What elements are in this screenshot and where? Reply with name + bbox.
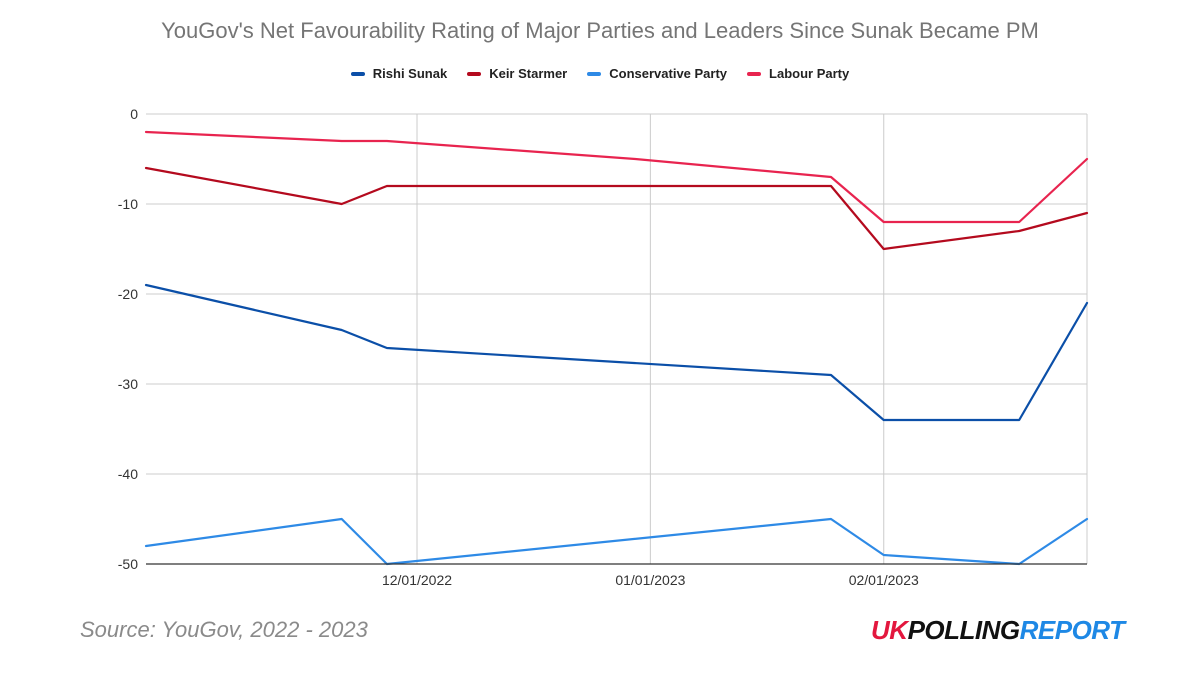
series-line-conservative-party xyxy=(144,517,1089,566)
chart-title: YouGov's Net Favourability Rating of Maj… xyxy=(161,18,1039,43)
series-line-keir-starmer xyxy=(144,166,1089,251)
legend-label: Conservative Party xyxy=(609,66,728,81)
logo-report: REPORT xyxy=(1019,615,1125,645)
legend-label: Keir Starmer xyxy=(489,66,568,81)
legend-item: Keir Starmer xyxy=(467,66,567,81)
y-tick-label: -20 xyxy=(118,286,138,302)
y-tick-label: -50 xyxy=(118,556,138,572)
logo-polling: POLLING xyxy=(907,615,1021,645)
legend-swatch xyxy=(747,71,762,76)
legend-swatch xyxy=(467,71,482,76)
logo-uk: UK xyxy=(871,615,908,645)
y-tick-label: 0 xyxy=(130,106,138,122)
series-line-labour-party xyxy=(144,130,1089,224)
legend-swatch xyxy=(587,71,602,76)
y-tick-label: -40 xyxy=(118,466,138,482)
x-tick-label: 02/01/2023 xyxy=(849,572,919,588)
uk-polling-report-logo: UKPOLLINGREPORT xyxy=(871,615,1125,646)
legend-item: Rishi Sunak xyxy=(350,66,448,81)
legend: Rishi Sunak Keir Starmer Conservative Part… xyxy=(0,66,1200,81)
legend-label: Labour Party xyxy=(769,66,850,81)
legend-item: Conservative Party xyxy=(587,66,727,81)
legend-swatch xyxy=(350,71,365,76)
source-note: Source: YouGov, 2022 - 2023 xyxy=(80,617,368,642)
y-tick-label: -30 xyxy=(118,376,138,392)
x-tick-label: 01/01/2023 xyxy=(615,572,685,588)
x-tick-label: 12/01/2022 xyxy=(382,572,452,588)
legend-item: Labour Party xyxy=(747,66,849,81)
legend-label: Rishi Sunak xyxy=(372,66,448,81)
y-tick-label: -10 xyxy=(118,196,138,212)
series-line-rishi-sunak xyxy=(144,283,1089,422)
